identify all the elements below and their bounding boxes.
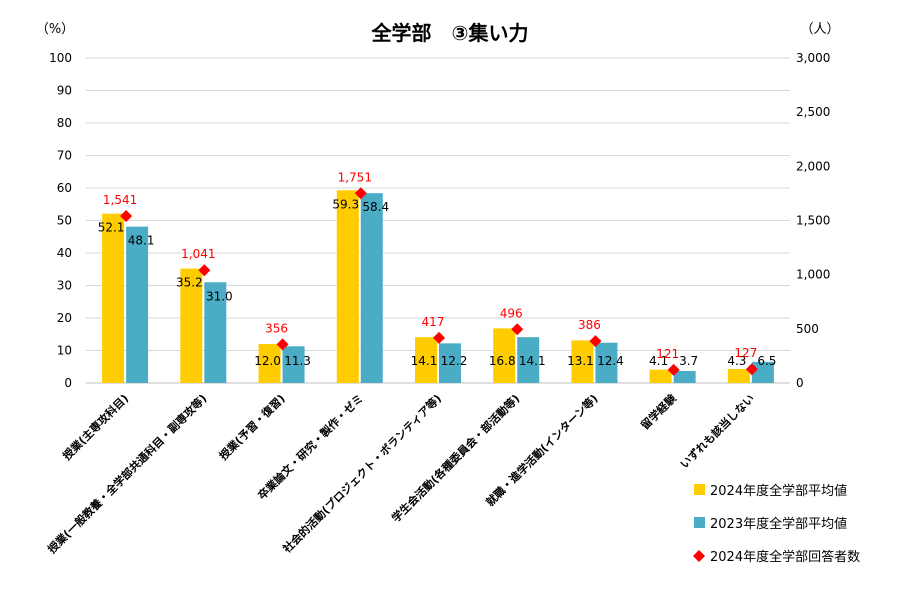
bar-2023	[204, 282, 227, 383]
right-tick-label: 1,500	[796, 214, 830, 228]
respondent-marker	[667, 363, 680, 376]
category-label: 留学経験	[638, 391, 680, 433]
respondent-count-label: 1,041	[181, 247, 215, 261]
respondent-marker	[276, 338, 289, 351]
data-label-2023: 58.4	[362, 200, 389, 214]
bar-2023	[673, 370, 696, 383]
data-label-2024: 52.1	[98, 221, 125, 235]
bar-2024	[258, 344, 281, 383]
right-axis-unit: （人）	[800, 22, 839, 37]
bar-2023	[360, 193, 383, 383]
bar-2023	[126, 226, 149, 383]
right-tick-label: 0	[796, 376, 804, 390]
left-tick-label: 30	[57, 279, 72, 293]
category-label: 社会的活動(プロジェクト・ボランティア等)	[279, 391, 444, 556]
respondent-count-label: 496	[500, 306, 523, 320]
data-label-2023: 3.7	[679, 354, 698, 368]
legend-swatch	[694, 517, 705, 528]
bar-2024	[180, 268, 203, 383]
right-tick-label: 2,500	[796, 105, 830, 119]
bar-2023	[751, 361, 774, 383]
bar-2024	[415, 337, 437, 383]
respondent-marker	[511, 323, 524, 336]
category-label: 授業(予習・復習)	[216, 391, 287, 462]
bar-2024	[649, 369, 672, 383]
legend-label: 2024年度全学部平均値	[710, 483, 847, 499]
data-label-2023: 12.2	[441, 354, 468, 368]
left-tick-label: 70	[57, 149, 72, 163]
left-tick-label: 20	[57, 311, 72, 325]
respondent-marker	[433, 331, 445, 344]
legend-label: 2023年度全学部平均値	[710, 516, 847, 532]
category-label: 授業(一般教養・全学部共通科目・副専攻等)	[45, 391, 210, 556]
left-tick-label: 0	[64, 376, 72, 390]
bar-2023	[595, 342, 618, 383]
left-tick-label: 50	[57, 214, 72, 228]
legend-swatch	[694, 484, 705, 495]
left-tick-label: 100	[49, 51, 72, 65]
respondent-marker	[589, 335, 602, 348]
data-label-2023: 14.1	[519, 354, 546, 368]
respondent-marker	[120, 210, 133, 223]
data-label-2023: 6.5	[757, 354, 776, 368]
right-tick-label: 2,000	[796, 159, 830, 173]
bar-2023	[282, 346, 305, 383]
left-tick-label: 90	[57, 84, 72, 98]
left-tick-label: 80	[57, 116, 72, 130]
data-label-2024: 12.0	[254, 354, 281, 368]
left-tick-label: 60	[57, 181, 72, 195]
data-label-2024: 14.1	[411, 354, 438, 368]
respondent-count-label: 127	[734, 346, 757, 360]
respondent-count-label: 121	[656, 347, 679, 361]
respondent-count-label: 386	[578, 318, 601, 332]
respondent-count-label: 1,541	[103, 193, 137, 207]
data-label-2023: 11.3	[284, 354, 311, 368]
bar-2024	[102, 213, 125, 383]
legend-label: 2024年度全学部回答者数	[710, 549, 860, 565]
respondent-count-label: 356	[265, 321, 288, 335]
category-label: 授業(主専攻科目)	[60, 391, 131, 462]
data-label-2024: 35.2	[176, 276, 203, 290]
right-tick-label: 1,000	[796, 268, 830, 282]
respondent-count-label: 417	[422, 315, 445, 329]
respondent-marker	[198, 264, 211, 277]
data-label-2024: 16.8	[489, 354, 516, 368]
left-tick-label: 40	[57, 246, 72, 260]
respondent-marker	[354, 187, 367, 200]
chart-title: 全学部 ③集い力	[371, 21, 529, 45]
bar-2024	[571, 340, 594, 383]
bar-2023	[439, 343, 461, 383]
bar-2023	[517, 337, 540, 383]
data-label-2024: 4.1	[649, 354, 668, 368]
data-label-2024: 59.3	[332, 197, 359, 211]
bar-2024	[493, 328, 516, 383]
data-label-2023: 48.1	[128, 234, 155, 248]
legend-swatch-respondents	[693, 550, 705, 562]
respondent-count-label: 1,751	[338, 170, 372, 184]
right-tick-label: 3,000	[796, 51, 830, 65]
data-label-2024: 4.3	[727, 354, 746, 368]
left-tick-label: 10	[57, 344, 72, 358]
data-label-2023: 31.0	[206, 289, 233, 303]
bar-2024	[336, 190, 359, 383]
category-label: 学生会活動(各種委員会・部活動等)	[389, 391, 523, 525]
data-label-2024: 13.1	[567, 354, 594, 368]
bar-2024	[727, 369, 750, 383]
data-label-2023: 12.4	[597, 354, 624, 368]
category-label: いずれも該当しない	[677, 391, 757, 471]
respondent-marker	[745, 363, 758, 376]
right-tick-label: 500	[796, 322, 819, 336]
left-axis-unit: （%）	[36, 22, 74, 37]
